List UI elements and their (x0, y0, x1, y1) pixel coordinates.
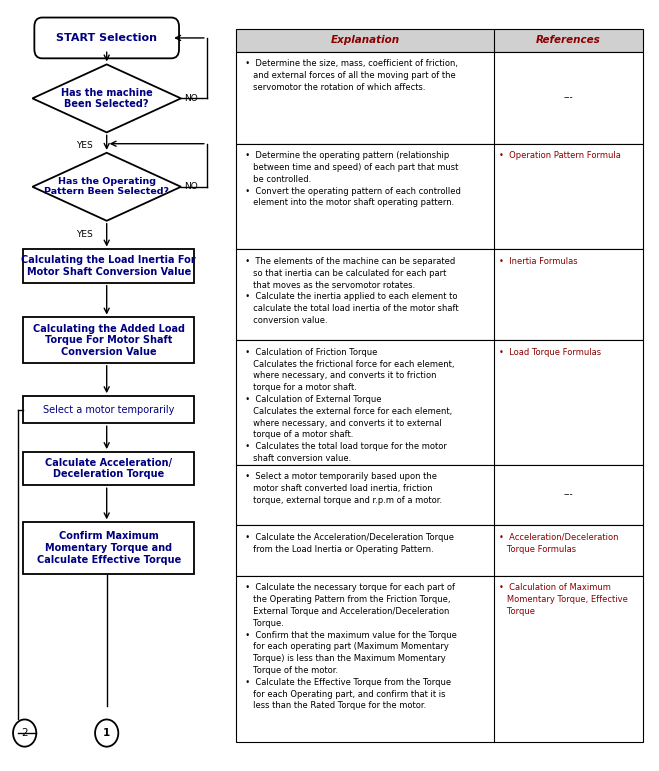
Text: •  Calculate the Acceleration/Deceleration Torque
     from the Load Inertia or : • Calculate the Acceleration/Deceleratio… (240, 533, 454, 554)
Bar (236, 52, 643, 143)
Text: •  Load Torque Formulas: • Load Torque Formulas (500, 348, 602, 357)
Text: YES: YES (76, 141, 92, 150)
Bar (236, 576, 643, 742)
Bar (23, 452, 194, 485)
Text: ---: --- (563, 93, 573, 102)
Text: References: References (536, 35, 601, 45)
Bar (23, 396, 194, 423)
Text: Select a motor temporarily: Select a motor temporarily (43, 405, 175, 415)
Text: YES: YES (76, 230, 92, 239)
Text: Has the machine
Been Selected?: Has the machine Been Selected? (61, 88, 153, 109)
Text: 2: 2 (21, 728, 28, 738)
Bar (23, 318, 194, 363)
Bar (236, 29, 643, 52)
Text: •  Operation Pattern Formula: • Operation Pattern Formula (500, 151, 621, 160)
Text: Calculate Acceleration/
Deceleration Torque: Calculate Acceleration/ Deceleration Tor… (45, 458, 172, 480)
Text: •  Calculation of Friction Torque
     Calculates the frictional force for each : • Calculation of Friction Torque Calcula… (240, 348, 454, 463)
Bar (236, 250, 643, 340)
Text: START Selection: START Selection (56, 33, 158, 43)
FancyBboxPatch shape (34, 18, 179, 59)
Text: NO: NO (185, 182, 198, 191)
Text: ---: --- (563, 490, 573, 500)
Bar (236, 143, 643, 250)
Text: •  Acceleration/Deceleration
   Torque Formulas: • Acceleration/Deceleration Torque Formu… (500, 533, 619, 554)
Text: 1: 1 (103, 728, 110, 738)
Bar (236, 465, 643, 525)
Bar (236, 525, 643, 576)
Polygon shape (32, 65, 181, 133)
Text: •  Inertia Formulas: • Inertia Formulas (500, 257, 578, 266)
Text: Calculating the Added Load
Torque For Motor Shaft
Conversion Value: Calculating the Added Load Torque For Mo… (33, 324, 185, 357)
Text: Confirm Maximum
Momentary Torque and
Calculate Effective Torque: Confirm Maximum Momentary Torque and Cal… (36, 531, 181, 564)
Polygon shape (32, 153, 181, 221)
Bar (23, 522, 194, 574)
Text: •  Calculate the necessary torque for each part of
     the Operating Pattern fr: • Calculate the necessary torque for eac… (240, 584, 457, 710)
Text: •  Calculation of Maximum
   Momentary Torque, Effective
   Torque: • Calculation of Maximum Momentary Torqu… (500, 584, 628, 616)
Bar (236, 340, 643, 465)
Text: •  Determine the operating pattern (relationship
     between time and speed) of: • Determine the operating pattern (relat… (240, 151, 461, 207)
Text: •  Select a motor temporarily based upon the
     motor shaft converted load ine: • Select a motor temporarily based upon … (240, 473, 442, 505)
Text: Explanation: Explanation (330, 35, 399, 45)
Text: Calculating the Load Inertia For
Motor Shaft Conversion Value: Calculating the Load Inertia For Motor S… (21, 255, 196, 277)
Text: NO: NO (185, 94, 198, 103)
Text: Has the Operating
Pattern Been Selected?: Has the Operating Pattern Been Selected? (44, 177, 169, 197)
Text: •  The elements of the machine can be separated
     so that inertia can be calc: • The elements of the machine can be sep… (240, 257, 459, 325)
Bar (23, 250, 194, 283)
Text: •  Determine the size, mass, coefficient of friction,
     and external forces o: • Determine the size, mass, coefficient … (240, 59, 458, 92)
